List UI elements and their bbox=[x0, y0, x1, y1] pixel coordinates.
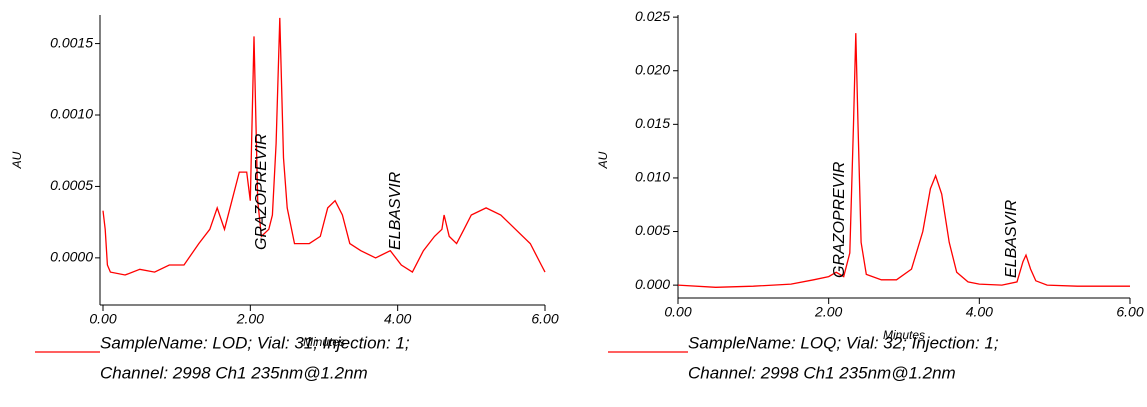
x-axis-label: Minutes bbox=[303, 335, 345, 349]
legend-note: Channel: 2998 Ch1 235nm@1.2nm bbox=[688, 363, 956, 382]
y-tick-label: 0.0005 bbox=[50, 177, 93, 193]
y-tick-label: 0.025 bbox=[635, 8, 670, 24]
x-tick-label: 2.00 bbox=[236, 311, 264, 327]
y-tick-label: 0.020 bbox=[635, 61, 670, 77]
peak-label: GRAZOPREVIR bbox=[831, 161, 848, 278]
y-axis-label: AU bbox=[596, 151, 610, 169]
y-tick-label: 0.0015 bbox=[50, 34, 93, 50]
x-tick-label: 4.00 bbox=[966, 304, 993, 320]
trace-line bbox=[102, 17, 546, 276]
x-axis-label: Minutes bbox=[883, 328, 925, 342]
y-tick-label: 0.000 bbox=[635, 276, 670, 292]
y-tick-label: 0.0000 bbox=[50, 249, 93, 265]
x-tick-label: 0.00 bbox=[89, 311, 116, 327]
legend-note: Channel: 2998 Ch1 235nm@1.2nm bbox=[100, 363, 368, 382]
y-axis-label: AU bbox=[10, 151, 24, 169]
peak-label: ELBASVIR bbox=[387, 171, 404, 250]
x-tick-label: 4.00 bbox=[384, 311, 411, 327]
x-tick-label: 6.00 bbox=[1116, 304, 1143, 320]
y-tick-label: 0.0010 bbox=[50, 106, 93, 122]
peak-label: ELBASVIR bbox=[1003, 199, 1020, 278]
peak-label: GRAZOPREVIR bbox=[253, 133, 270, 250]
legend-entry: SampleName: LOQ; Vial: 32; Injection: 1; bbox=[688, 333, 999, 352]
y-tick-label: 0.005 bbox=[635, 222, 670, 238]
y-tick-label: 0.015 bbox=[635, 115, 670, 131]
y-tick-label: 0.010 bbox=[635, 169, 670, 185]
trace-line bbox=[677, 33, 1130, 288]
x-tick-label: 2.00 bbox=[814, 304, 842, 320]
x-tick-label: 6.00 bbox=[531, 311, 558, 327]
legend-entry: SampleName: LOD; Vial: 31; Injection: 1; bbox=[100, 333, 410, 352]
x-tick-label: 0.00 bbox=[664, 304, 691, 320]
